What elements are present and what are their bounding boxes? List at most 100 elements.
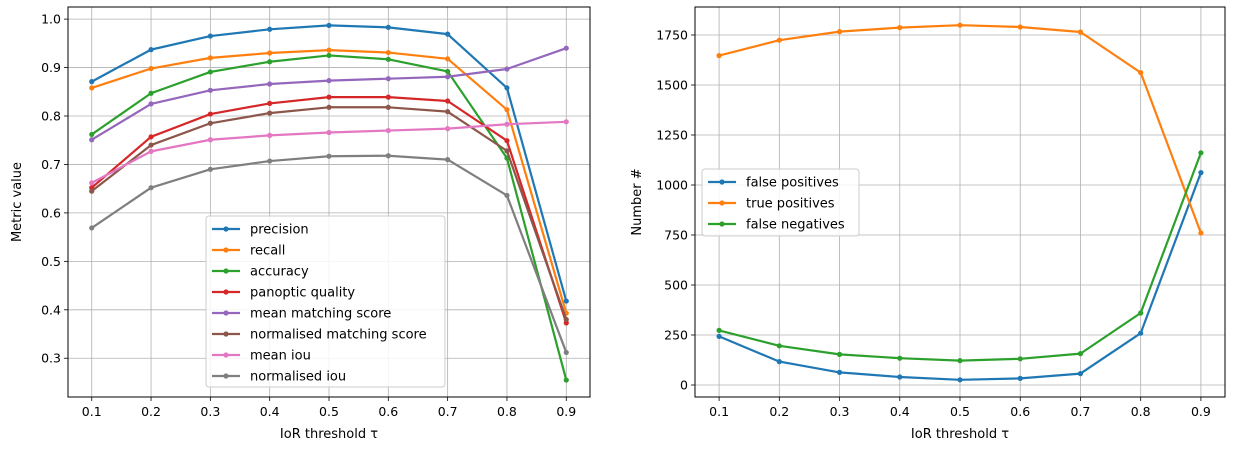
data-point-normalised-matching-score: [504, 148, 510, 154]
counts-x-tick-label: 0.5: [950, 404, 970, 419]
data-point-recall: [504, 107, 510, 113]
data-point-normalised-iou: [504, 192, 510, 199]
counts-x-tick-label: 0.7: [1071, 404, 1091, 419]
counts-legend-box: [701, 168, 860, 237]
data-point-false-positives: [716, 333, 722, 339]
metrics-y-tick-label: 0.5: [41, 254, 61, 269]
legend-label-panoptic-quality: panoptic quality: [250, 286, 355, 301]
metrics-y-tick-label: 0.8: [41, 109, 61, 124]
metrics-x-tick-label: 0.9: [556, 404, 576, 419]
metrics-x-tick-label: 0.8: [497, 404, 517, 419]
data-point-false-negatives: [897, 355, 903, 361]
data-point-mean-matching-score: [326, 78, 332, 84]
data-point-mean-iou: [207, 137, 213, 143]
legend-label-mean-iou: mean iou: [250, 349, 311, 364]
counts-x-tick-label: 0.9: [1191, 404, 1211, 419]
legend-marker-normalised-iou: [223, 373, 229, 379]
metrics-x-tick-label: 0.1: [82, 404, 102, 419]
data-point-false-positives: [1077, 371, 1084, 377]
counts-x-tick-label: 0.8: [1131, 404, 1151, 419]
metrics-x-ticks: 0.1 0.2 0.3 0.4 0.5 0.6 0.7 0.8 0.9: [82, 397, 576, 419]
data-point-panoptic-quality: [207, 111, 213, 117]
data-point-recall: [207, 55, 213, 61]
data-point-normalised-iou: [326, 153, 332, 159]
data-point-false-positives: [1198, 170, 1204, 176]
metrics-x-tick-label: 0.2: [141, 404, 161, 419]
data-point-normalised-matching-score: [563, 316, 569, 323]
data-point-true-positives: [957, 22, 963, 28]
counts-x-tick-label: 0.4: [890, 404, 910, 419]
data-point-true-positives: [1017, 24, 1023, 30]
data-point-precision: [504, 85, 510, 91]
data-point-true-positives: [836, 29, 843, 35]
legend-label-true-positives: true positives: [746, 197, 835, 212]
data-point-mean-matching-score: [148, 101, 154, 107]
data-point-accuracy: [385, 56, 391, 62]
metrics-y-axis-label: Metric value: [10, 162, 25, 242]
data-point-panoptic-quality: [326, 94, 332, 100]
data-point-mean-iou: [326, 129, 332, 136]
data-point-false-positives: [776, 359, 782, 365]
data-point-accuracy: [148, 90, 154, 96]
legend-marker-normalised-matching-score: [223, 331, 229, 337]
metrics-y-tick-label: 1.0: [41, 12, 61, 27]
data-point-normalised-matching-score: [148, 142, 154, 148]
data-point-false-positives: [897, 374, 903, 380]
data-point-normalised-matching-score: [89, 188, 95, 194]
metrics-x-tick-label: 0.5: [319, 404, 339, 419]
counts-y-tick-label: 750: [664, 228, 688, 243]
counts-chart: 0.1 0.2 0.3 0.4 0.5 0.6 0.7 0.8 0.9 0 250 500 750 10…: [630, 6, 1226, 442]
legend-marker-false-negatives: [719, 221, 725, 227]
data-point-precision: [267, 26, 273, 32]
metrics-chart: 0.1 0.2 0.3 0.4 0.5 0.6 0.7 0.8 0.9 0.3 0.4 0.5 0.6…: [10, 6, 591, 442]
metrics-x-axis-label: IoR threshold τ: [280, 427, 378, 442]
data-point-panoptic-quality: [385, 94, 391, 100]
metrics-y-tick-label: 0.3: [41, 351, 61, 366]
data-point-precision: [148, 47, 154, 53]
legend-label-normalised-iou: normalised iou: [250, 370, 346, 385]
data-point-true-positives: [1198, 230, 1204, 236]
data-point-true-positives: [1077, 29, 1084, 35]
data-point-recall: [326, 47, 332, 53]
data-point-precision: [563, 298, 569, 304]
data-point-precision: [89, 79, 95, 85]
legend-marker-panoptic-quality: [223, 289, 229, 295]
metrics-x-tick-label: 0.4: [260, 404, 280, 419]
metrics-x-tick-label: 0.6: [378, 404, 398, 419]
data-point-normalised-iou: [267, 158, 273, 164]
data-point-false-negatives: [1077, 351, 1084, 357]
data-point-panoptic-quality: [148, 134, 154, 140]
counts-x-axis-label: IoR threshold τ: [911, 427, 1009, 442]
legend-label-normalised-matching-score: normalised matching score: [250, 328, 427, 343]
data-point-false-positives: [957, 377, 963, 383]
legend-label-accuracy: accuracy: [250, 265, 309, 280]
counts-y-ticks: 0 250 500 750 1000 1250 1500 1750: [656, 28, 695, 393]
data-point-recall: [89, 85, 95, 91]
metrics-y-tick-label: 0.9: [41, 60, 61, 75]
counts-x-tick-label: 0.1: [709, 404, 729, 419]
metrics-y-tick-label: 0.7: [41, 157, 61, 172]
counts-y-tick-label: 1000: [656, 178, 688, 193]
data-point-normalised-matching-score: [267, 110, 273, 116]
data-point-mean-iou: [385, 127, 391, 134]
metrics-series: [89, 22, 569, 383]
legend-marker-recall: [223, 247, 229, 253]
legend-label-false-negatives: false negatives: [746, 218, 845, 233]
data-point-mean-iou: [445, 126, 451, 132]
data-point-false-negatives: [957, 358, 963, 364]
data-point-precision: [207, 33, 213, 39]
metrics-y-ticks: 0.3 0.4 0.5 0.6 0.7 0.8 0.9 1.0: [41, 12, 68, 366]
counts-x-tick-label: 0.6: [1010, 404, 1030, 419]
data-point-true-positives: [776, 37, 782, 43]
data-point-accuracy: [267, 59, 273, 65]
legend-marker-accuracy: [223, 268, 229, 274]
legend-label-recall: recall: [250, 244, 285, 259]
data-point-false-negatives: [776, 343, 782, 349]
data-point-false-negatives: [1017, 356, 1023, 362]
data-point-mean-iou: [563, 119, 569, 125]
data-point-false-negatives: [1138, 310, 1144, 316]
legend-label-mean-matching-score: mean matching score: [250, 307, 391, 322]
data-point-normalised-iou: [385, 153, 391, 159]
counts-x-tick-label: 0.3: [830, 404, 850, 419]
